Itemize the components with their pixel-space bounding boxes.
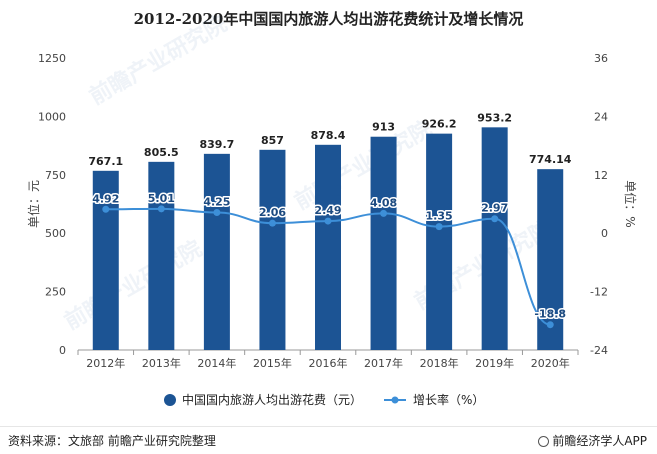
y-tick-label: 500 — [45, 227, 66, 240]
watermark-text: 前瞻产业研究院 — [85, 11, 231, 111]
x-tick-label: 2019年 — [475, 356, 514, 370]
legend: 中国国内旅游人均出游花费（元） 增长率（%） — [164, 392, 484, 407]
y-tick-label: 250 — [45, 286, 66, 299]
legend-bar-label: 中国国内旅游人均出游花费（元） — [182, 392, 362, 407]
x-tick-label: 2016年 — [309, 356, 348, 370]
bar-value-label: 878.4 — [311, 129, 346, 142]
legend-line-dot — [391, 396, 399, 404]
x-tick-label: 2015年 — [253, 356, 292, 370]
line-point — [102, 205, 110, 213]
line-value-label: 4.08 — [370, 196, 397, 209]
line-value-halo: 4.08 — [370, 196, 397, 209]
x-tick-label: 2020年 — [531, 356, 570, 370]
line-value-halo: 2.06 — [259, 206, 286, 219]
bar — [148, 161, 175, 350]
line-value-halo: 4.25 — [203, 196, 230, 209]
bar — [203, 153, 230, 350]
line-value-label: 4.92 — [92, 192, 119, 205]
y-tick-label: 1250 — [38, 52, 66, 65]
y2-tick-label: 24 — [594, 110, 608, 123]
y2-axis-title: 单位：% — [623, 180, 638, 227]
line-point — [546, 321, 554, 329]
line-point — [380, 209, 388, 217]
bar — [426, 133, 453, 350]
bar-value-label: 767.1 — [88, 155, 123, 168]
bar — [370, 136, 397, 350]
chart-svg: 前瞻产业研究院 前瞻产业研究院 前瞻产业研究院 前瞻产业研究院 02505007… — [26, 11, 638, 407]
line-value-label: 4.25 — [203, 196, 230, 209]
y2-tick-label: 12 — [594, 169, 608, 182]
line-point — [435, 223, 443, 231]
brand-credit: 前瞻经济学人APP — [538, 432, 647, 449]
bar-value-label: 953.2 — [477, 111, 512, 124]
y2-tick-label: 0 — [601, 227, 608, 240]
line-value-label: 2.06 — [259, 206, 286, 219]
y-tick-label: 1000 — [38, 110, 66, 123]
x-tick-label: 2018年 — [420, 356, 459, 370]
x-tick-label: 2017年 — [364, 356, 403, 370]
bar — [92, 170, 119, 350]
line-value-halo: 2.49 — [314, 204, 341, 217]
line-point — [268, 219, 276, 227]
footer: 资料来源：文旅部 前瞻产业研究院整理 前瞻经济学人APP — [0, 426, 657, 454]
y-tick-label: 0 — [59, 344, 66, 357]
bar-value-label: 839.7 — [199, 138, 234, 151]
line-value-label: 5.01 — [148, 192, 175, 205]
bar-value-label: 774.14 — [529, 153, 572, 166]
brand-name: 前瞻经济学人APP — [552, 434, 647, 448]
line-value-halo: 1.35 — [426, 210, 453, 223]
line-value-halo: 4.92 — [92, 192, 119, 205]
legend-line-label: 增长率（%） — [413, 392, 484, 407]
bar — [315, 144, 341, 350]
x-tick-label: 2013年 — [142, 356, 181, 370]
line-value-label: 1.35 — [426, 210, 453, 223]
line-point — [157, 205, 165, 213]
line-point — [324, 217, 332, 225]
y2-tick-label: -24 — [590, 344, 608, 357]
bar-value-label: 926.2 — [422, 118, 457, 131]
line-point — [213, 209, 221, 217]
x-tick-label: 2014年 — [197, 356, 236, 370]
chart-title: 2012-2020年中国国内旅游人均出游花费统计及增长情况 — [133, 10, 524, 28]
legend-bar-marker — [164, 394, 176, 406]
line-value-label: 2.97 — [481, 202, 508, 215]
line-value-label: 2.49 — [314, 204, 341, 217]
bar-series: 767.1 805.5 839.7 857 878.4 913 926.2 953.2 774.… — [88, 111, 572, 350]
brand-logo-icon — [538, 436, 550, 447]
y-tick-label: 750 — [45, 169, 66, 182]
bar-value-label: 805.5 — [144, 146, 179, 159]
watermark-text: 前瞻产业研究院 — [60, 236, 206, 336]
line-series: 4.924.92 5.015.01 4.254.252.062.06 2.492.49… — [91, 190, 568, 329]
line-point — [491, 215, 499, 223]
line-value-halo: 5.01 — [148, 192, 175, 205]
line-value-halo: 2.97 — [481, 202, 508, 215]
y2-tick-label: 36 — [594, 52, 608, 65]
x-tick-label: 2012年 — [86, 356, 125, 370]
bar-value-label: 857 — [261, 134, 284, 147]
bar — [481, 127, 508, 350]
line-value-label: -18.8 — [534, 308, 566, 321]
bar-value-label: 913 — [372, 121, 395, 134]
source-note: 资料来源：文旅部 前瞻产业研究院整理 — [8, 434, 216, 448]
bar — [259, 149, 286, 350]
y-axis-title: 单位：元 — [26, 180, 41, 228]
line-value-halo: -18.8 — [534, 308, 566, 321]
y2-tick-label: -12 — [590, 286, 608, 299]
